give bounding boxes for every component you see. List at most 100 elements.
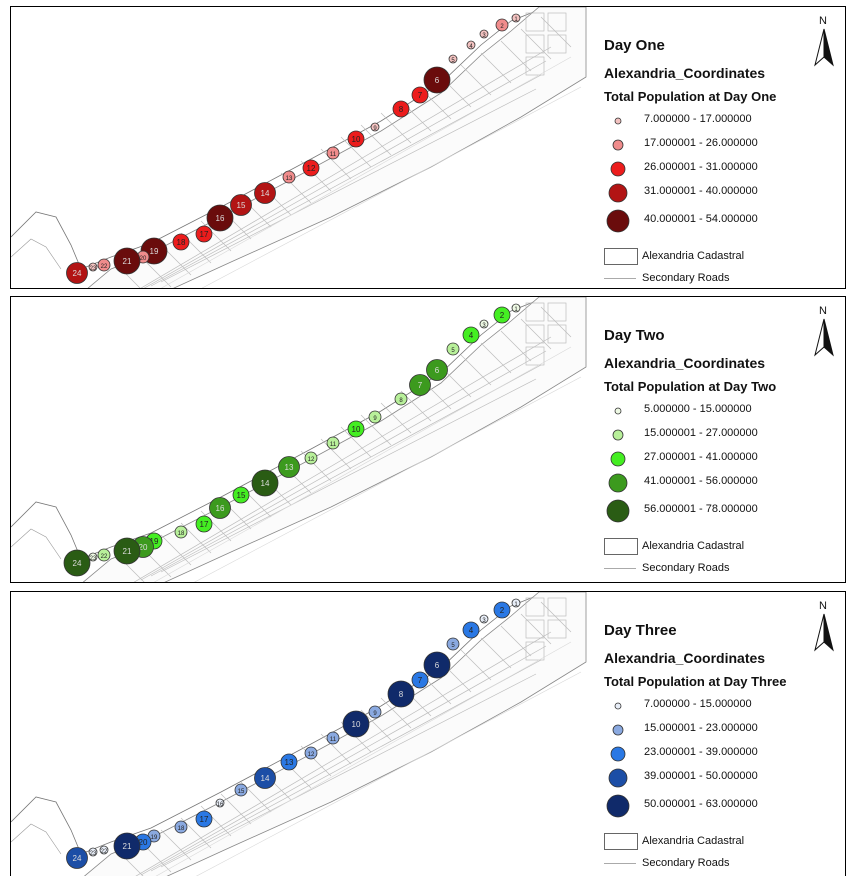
point-label: 12 <box>308 457 315 463</box>
legend-class-5: 56.000001 - 78.000000 <box>604 499 844 523</box>
legend-symbol <box>606 794 630 818</box>
point-label: 9 <box>373 416 377 422</box>
point-marker <box>304 746 318 760</box>
point-23: 23 <box>88 552 98 562</box>
point-marker <box>254 767 276 789</box>
point-marker <box>209 497 231 519</box>
point-label: 22 <box>101 554 108 560</box>
north-arrow-shape <box>814 318 834 357</box>
point-24: 24 <box>63 549 91 577</box>
point-marker <box>462 621 480 639</box>
point-7: 7 <box>411 671 429 689</box>
map-legend: Day Three Alexandria_Coordinates Total Pop… <box>594 592 844 872</box>
point-3: 3 <box>479 614 489 624</box>
point-marker <box>446 342 460 356</box>
legend-roads-label: Secondary Roads <box>642 272 730 284</box>
point-label: 18 <box>178 531 185 537</box>
point-label: 10 <box>352 720 361 729</box>
point-13: 13 <box>278 456 300 478</box>
point-marker <box>368 410 382 424</box>
map-legend: Day Two Alexandria_Coordinates Total Popul… <box>594 297 844 577</box>
point-marker <box>63 549 91 577</box>
point-label: 1 <box>514 17 518 23</box>
point-label: 19 <box>150 247 159 256</box>
north-arrow-icon: N <box>811 305 837 357</box>
point-22: 22 <box>97 548 111 562</box>
point-label: 9 <box>373 711 377 717</box>
point-label: 14 <box>261 189 270 198</box>
north-label: N <box>819 600 827 612</box>
legend-layer-name: Alexandria_Coordinates <box>604 65 766 81</box>
point-label: 23 <box>90 266 97 272</box>
legend-roads-label: Secondary Roads <box>642 857 730 869</box>
point-marker <box>493 601 511 619</box>
point-marker <box>232 486 250 504</box>
point-21: 21 <box>113 537 141 565</box>
point-15: 15 <box>230 194 252 216</box>
point-1: 1 <box>511 598 521 608</box>
legend-roads-symbol <box>604 568 636 569</box>
point-marker <box>97 258 111 272</box>
point-label: 5 <box>451 58 455 64</box>
point-marker <box>479 29 489 39</box>
point-13: 13 <box>280 753 298 771</box>
legend-range-label: 26.000001 - 31.000000 <box>644 161 758 173</box>
cadastral-parcels <box>120 597 572 876</box>
point-label: 2 <box>500 24 504 30</box>
legend-class-3: 27.000001 - 41.000000 <box>604 447 844 471</box>
point-marker <box>326 436 340 450</box>
point-label: 22 <box>101 849 108 855</box>
point-label: 13 <box>286 176 293 182</box>
legend-class-3: 26.000001 - 31.000000 <box>604 157 844 181</box>
point-marker <box>88 262 98 272</box>
point-19: 19 <box>147 829 161 843</box>
point-16: 16 <box>209 497 231 519</box>
point-18: 18 <box>174 820 188 834</box>
north-label: N <box>819 305 827 317</box>
point-marker <box>495 18 509 32</box>
point-label: 20 <box>140 256 147 262</box>
point-marker <box>304 451 318 465</box>
legend-class-2: 17.000001 - 26.000000 <box>604 133 844 157</box>
point-12: 12 <box>302 159 320 177</box>
point-label: 20 <box>139 543 148 552</box>
point-9: 9 <box>368 410 382 424</box>
point-marker <box>326 146 340 160</box>
legend-layer-name: Alexandria_Coordinates <box>604 355 766 371</box>
point-23: 23 <box>88 262 98 272</box>
legend-range-label: 50.000001 - 63.000000 <box>644 798 758 810</box>
point-label: 13 <box>285 463 294 472</box>
point-marker <box>511 13 521 23</box>
western-shore <box>11 528 62 560</box>
point-23: 23 <box>88 847 98 857</box>
legend-roads-symbol <box>604 863 636 864</box>
point-label: 4 <box>469 44 473 50</box>
point-label: 3 <box>482 618 486 624</box>
day-two-map-panel: 1 2 3 4 5 6 7 8 9 10 11 12 13 14 15 16 17 18 19 20 21 22 23 24 D… <box>10 296 846 583</box>
point-2: 2 <box>495 18 509 32</box>
point-5: 5 <box>446 637 460 651</box>
point-label: 6 <box>435 661 440 670</box>
point-5: 5 <box>448 54 458 64</box>
point-marker <box>326 731 340 745</box>
point-marker <box>446 637 460 651</box>
point-marker <box>113 832 141 860</box>
point-label: 20 <box>139 838 148 847</box>
coastline <box>11 10 537 270</box>
point-label: 10 <box>352 135 361 144</box>
point-label: 15 <box>238 789 245 795</box>
point-marker <box>195 225 213 243</box>
point-label: 17 <box>200 230 209 239</box>
point-label: 22 <box>101 264 108 270</box>
point-11: 11 <box>326 436 340 450</box>
point-3: 3 <box>479 29 489 39</box>
point-marker <box>370 122 380 132</box>
point-label: 23 <box>90 851 97 857</box>
point-label: 12 <box>308 752 315 758</box>
point-label: 17 <box>200 815 209 824</box>
legend-cadastral-label: Alexandria Cadastral <box>642 540 745 552</box>
point-marker <box>174 820 188 834</box>
point-marker <box>423 651 451 679</box>
